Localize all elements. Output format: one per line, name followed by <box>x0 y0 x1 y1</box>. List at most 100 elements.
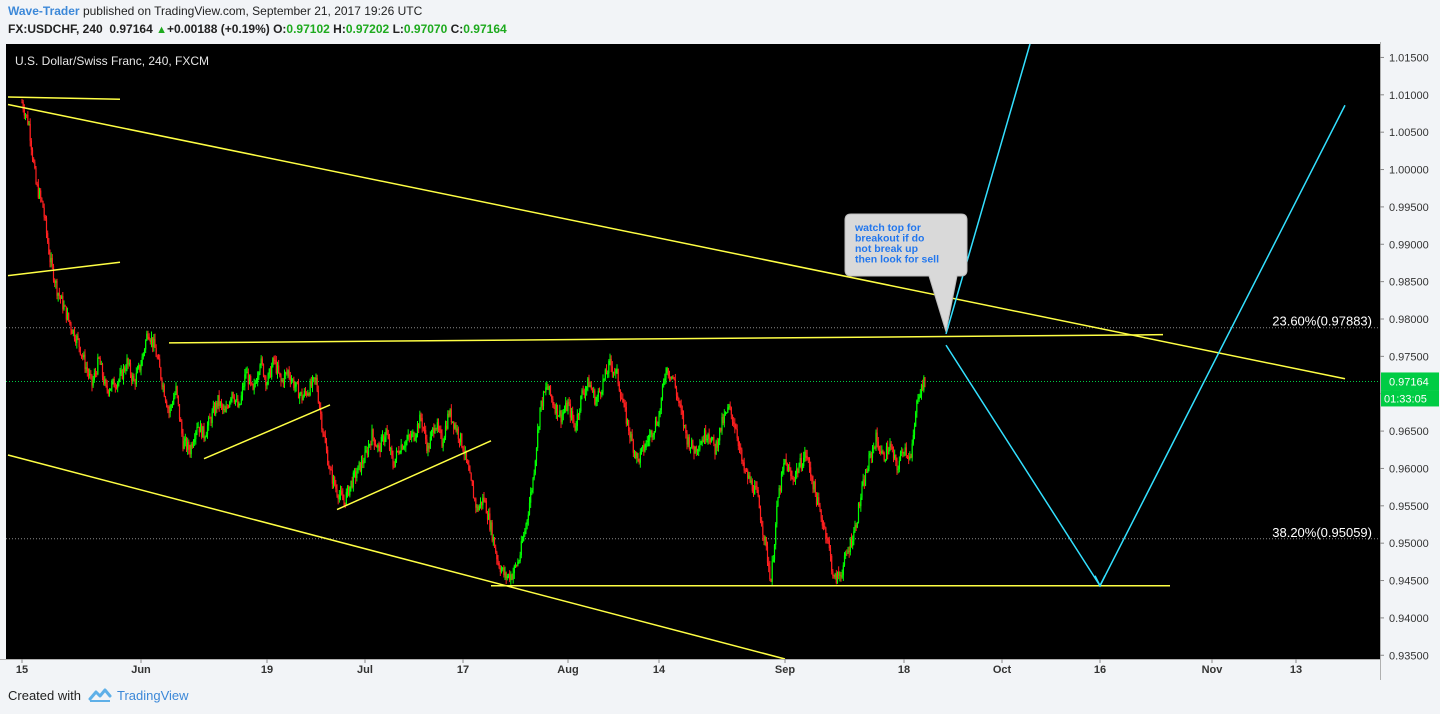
price-chart[interactable]: 23.60%(0.97883) 38.20%(0.95059) watch top… <box>0 42 1440 680</box>
up-candle-body <box>192 442 195 447</box>
up-candle-body <box>406 439 408 442</box>
down-candle-body <box>450 409 452 423</box>
callout-text-line: breakout if do <box>855 233 924 245</box>
up-candle-body <box>777 497 779 506</box>
y-axis-panel[interactable] <box>1380 42 1440 680</box>
down-candle-body <box>222 405 224 410</box>
up-candle-body <box>689 447 692 449</box>
up-candle-body <box>194 439 196 443</box>
up-candle-body <box>918 397 920 399</box>
down-candle-body <box>440 429 442 434</box>
up-candle-body <box>504 572 506 576</box>
tradingview-link[interactable]: TradingView <box>117 688 189 703</box>
down-candle-body <box>44 216 46 219</box>
down-candle-body <box>720 427 722 431</box>
down-candle-body <box>106 385 108 391</box>
y-tick-label: 1.01000 <box>1389 90 1429 102</box>
down-candle-body <box>824 525 826 528</box>
up-candle-body <box>845 553 847 556</box>
down-candle-body <box>574 423 576 431</box>
down-candle-body <box>134 381 136 385</box>
up-candle-body <box>500 569 503 573</box>
down-candle-body <box>370 444 372 446</box>
up-candle-body <box>444 425 447 438</box>
down-candle-body <box>590 385 592 389</box>
up-candle-body <box>506 576 508 579</box>
up-candle-body <box>784 459 786 464</box>
down-candle-body <box>638 458 640 463</box>
up-candle-body <box>38 190 41 198</box>
up-candle-body <box>460 433 462 443</box>
lower-channel-line <box>7 454 786 660</box>
up-candle-body <box>399 452 401 454</box>
x-tick-label: Jul <box>357 664 373 676</box>
down-candle-body <box>262 364 265 377</box>
chart-canvas[interactable]: 23.60%(0.97883) 38.20%(0.95059) watch top… <box>0 42 1440 680</box>
up-candle-body <box>869 453 871 455</box>
up-candle-body <box>912 435 914 444</box>
down-candle-body <box>90 373 92 375</box>
up-candle-body <box>601 391 603 395</box>
up-candle-body <box>794 473 797 481</box>
down-candle-body <box>148 336 150 340</box>
up-candle-body <box>443 437 445 443</box>
up-candle-body <box>706 438 708 441</box>
down-candle-body <box>420 414 422 418</box>
last-price-label: 0.97164 <box>1389 376 1429 388</box>
last-price: 0.97164 <box>109 22 153 36</box>
down-candle-body <box>497 559 499 563</box>
down-candle-body <box>469 470 471 474</box>
up-candle-body <box>367 445 370 455</box>
up-candle-body <box>479 501 482 506</box>
down-candle-body <box>892 449 895 459</box>
up-candle-body <box>390 448 392 450</box>
up-candle-body <box>175 386 177 394</box>
down-candle-body <box>147 333 149 337</box>
callout-text-line: watch top for <box>854 222 921 234</box>
plot-area[interactable] <box>6 44 1380 659</box>
y-tick-label: 0.97500 <box>1389 351 1429 363</box>
author-link[interactable]: Wave-Trader <box>8 4 80 18</box>
up-candle-body <box>126 358 128 370</box>
rising-1-line <box>203 404 331 460</box>
fib-level-label: 38.20%(0.95059) <box>1272 525 1372 540</box>
down-candle-body <box>825 527 827 539</box>
down-candle-body <box>702 439 704 442</box>
up-candle-body <box>257 376 259 383</box>
down-candle-body <box>758 496 760 509</box>
down-candle-body <box>635 451 637 459</box>
up-candle-body <box>894 454 896 459</box>
up-candle-body <box>415 434 417 438</box>
up-candle-body <box>727 407 729 413</box>
down-candle-body <box>188 441 190 450</box>
down-candle-body <box>765 537 767 547</box>
up-candle-body <box>660 397 662 411</box>
down-candle-body <box>59 295 62 299</box>
up-candle-body <box>122 367 125 379</box>
chart-header: Wave-Trader published on TradingView.com… <box>0 0 1440 42</box>
down-candle-body <box>855 525 857 528</box>
x-axis-panel[interactable] <box>0 659 1380 680</box>
down-candle-body <box>329 468 331 470</box>
up-candle-body <box>538 426 540 430</box>
up-candle-body <box>299 394 301 399</box>
up-candle-body <box>587 378 589 387</box>
down-candle-body <box>314 377 316 380</box>
down-candle-body <box>30 140 32 150</box>
down-candle-body <box>882 451 884 453</box>
y-tick-label: 1.00000 <box>1389 165 1429 177</box>
down-candle-body <box>848 550 850 553</box>
up-candle-body <box>528 502 531 515</box>
up-candle-body <box>364 451 366 463</box>
down-candle-body <box>264 376 266 378</box>
down-candle-body <box>859 503 861 507</box>
up-candle-body <box>255 382 258 384</box>
up-candle-body <box>405 441 407 447</box>
down-candle-body <box>348 486 350 496</box>
down-candle-body <box>656 420 658 426</box>
up-candle-body <box>183 440 185 449</box>
up-candle-body <box>579 411 581 416</box>
up-candle-body <box>885 446 888 460</box>
down-candle-body <box>220 402 223 406</box>
down-candle-body <box>786 462 788 472</box>
